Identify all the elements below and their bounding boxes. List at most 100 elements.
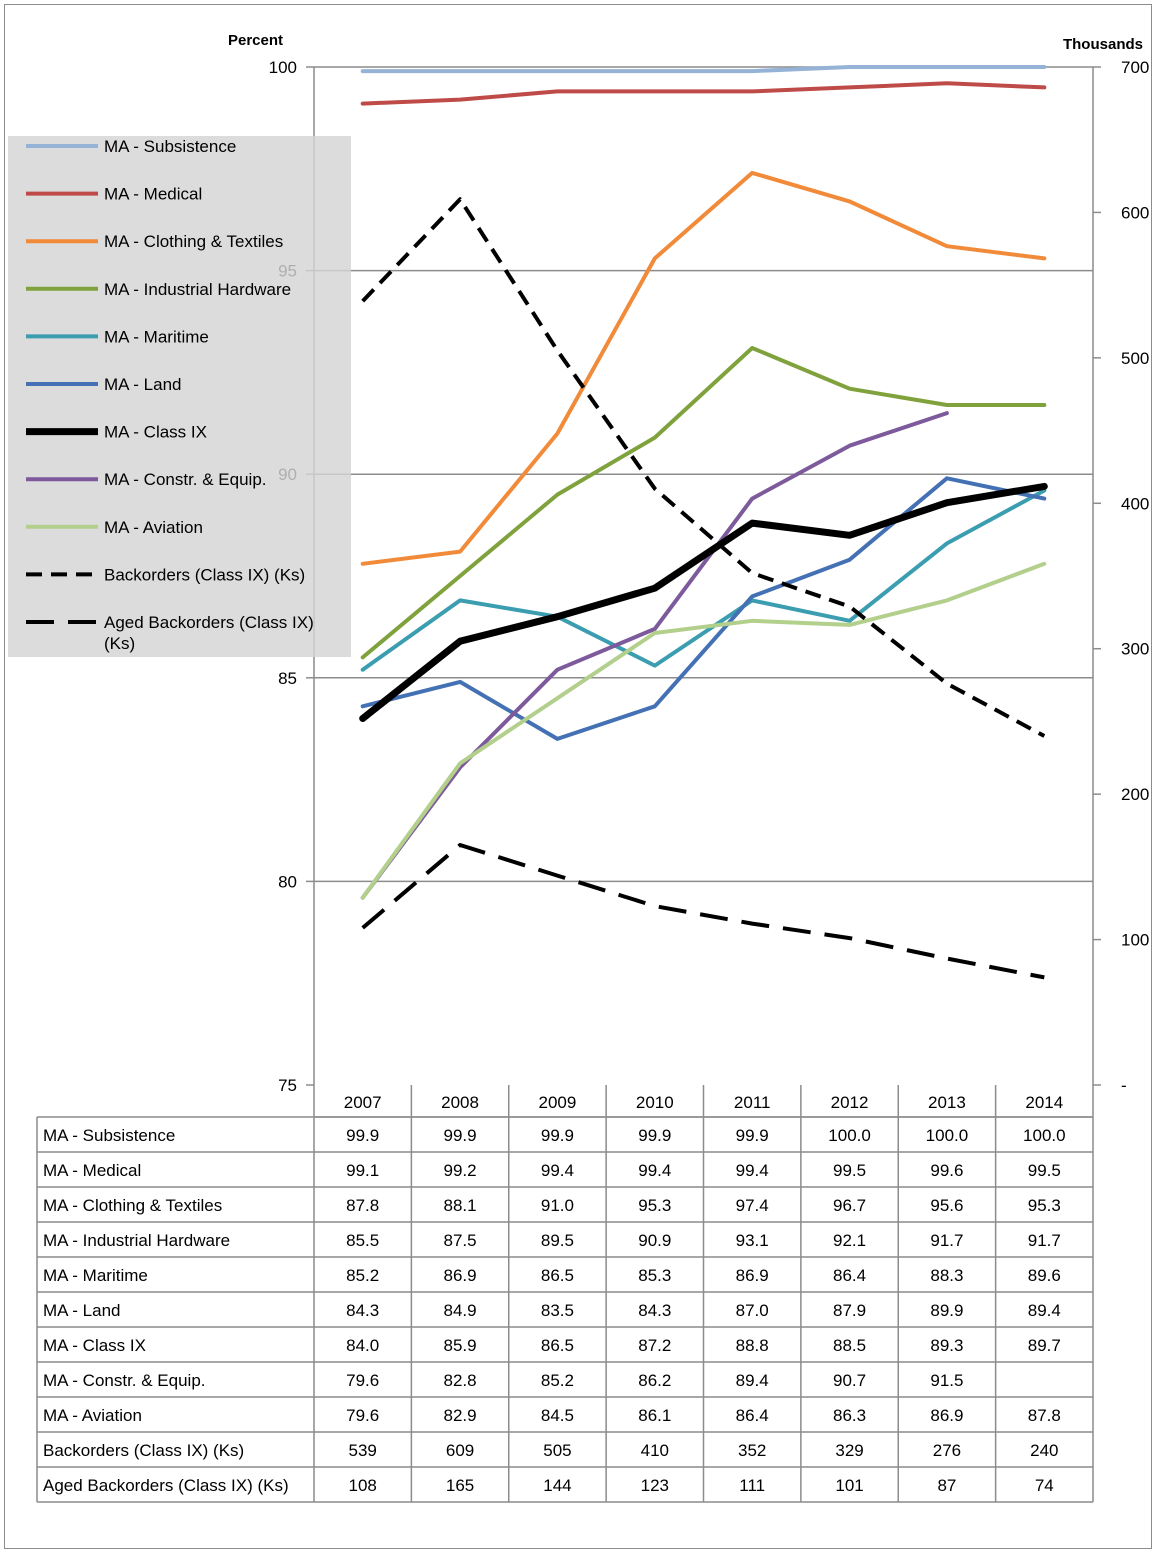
- table-cell-ma-medical-2013: 99.6: [930, 1161, 963, 1180]
- table-cell-ma-industrial-hardware-2009: 89.5: [541, 1231, 574, 1250]
- table-cell-ma-aviation-2009: 84.5: [541, 1406, 574, 1425]
- series-line-ma-class-ix: [359, 482, 1048, 722]
- table-cell-ma-clothing-textiles-2010: 95.3: [638, 1196, 671, 1215]
- table-row-label-ma-subsistence: MA - Subsistence: [43, 1126, 175, 1145]
- table-header-2012: 2012: [831, 1093, 869, 1112]
- table-cell-ma-clothing-textiles-2008: 88.1: [444, 1196, 477, 1215]
- table-cell-ma-industrial-hardware-2011: 93.1: [736, 1231, 769, 1250]
- series-line-aged-backorders-class-ix-ks: [361, 843, 1045, 980]
- table-cell-aged-backorders-class-ix-ks-2011: 111: [739, 1476, 765, 1495]
- chart-frame: [4, 4, 1152, 1549]
- table-cell-ma-clothing-textiles-2013: 95.6: [930, 1196, 963, 1215]
- table-cell-ma-maritime-2007: 85.2: [346, 1266, 379, 1285]
- table-cell-ma-clothing-textiles-2011: 97.4: [736, 1196, 769, 1215]
- table-row-label-ma-medical: MA - Medical: [43, 1161, 141, 1180]
- series-line-ma-subsistence: [360, 65, 1047, 74]
- left-axis-title: Percent: [228, 32, 283, 49]
- table-row-label-ma-class-ix: MA - Class IX: [43, 1336, 146, 1355]
- table-cell-aged-backorders-class-ix-ks-2009: 144: [543, 1476, 571, 1495]
- table-cell-ma-medical-2009: 99.4: [541, 1161, 574, 1180]
- table-cell-aged-backorders-class-ix-ks-2013: 87: [937, 1476, 956, 1495]
- right-axis-title: Thousands: [1063, 36, 1143, 53]
- table-cell-ma-medical-2010: 99.4: [638, 1161, 671, 1180]
- legend-label-ma-medical: MA - Medical: [104, 185, 202, 204]
- table-cell-ma-class-ix-2011: 88.8: [736, 1336, 769, 1355]
- table-cell-ma-constr-equip-2010: 86.2: [638, 1371, 671, 1390]
- table-cell-ma-class-ix-2009: 86.5: [541, 1336, 574, 1355]
- legend-label-ma-industrial-hardware: MA - Industrial Hardware: [104, 280, 291, 299]
- table-header-2014: 2014: [1025, 1093, 1063, 1112]
- table-cell-ma-subsistence-2008: 99.9: [444, 1126, 477, 1145]
- table-row-label-ma-industrial-hardware: MA - Industrial Hardware: [43, 1231, 230, 1250]
- legend-label-ma-constr-equip: MA - Constr. & Equip.: [104, 470, 267, 489]
- table-cell-aged-backorders-class-ix-ks-2012: 101: [835, 1476, 863, 1495]
- table-cell-ma-land-2008: 84.9: [444, 1301, 477, 1320]
- table-cell-ma-medical-2007: 99.1: [346, 1161, 379, 1180]
- table-cell-ma-aviation-2011: 86.4: [736, 1406, 769, 1425]
- table-cell-ma-maritime-2012: 86.4: [833, 1266, 866, 1285]
- table-cell-ma-class-ix-2008: 85.9: [444, 1336, 477, 1355]
- table-cell-ma-maritime-2013: 88.3: [930, 1266, 963, 1285]
- table-cell-ma-industrial-hardware-2010: 90.9: [638, 1231, 671, 1250]
- table-cell-ma-industrial-hardware-2014: 91.7: [1028, 1231, 1061, 1250]
- table-cell-ma-aviation-2008: 82.9: [444, 1406, 477, 1425]
- table-header-2009: 2009: [539, 1093, 577, 1112]
- table-cell-ma-subsistence-2010: 99.9: [638, 1126, 671, 1145]
- table-cell-aged-backorders-class-ix-ks-2008: 165: [446, 1476, 474, 1495]
- table-cell-ma-clothing-textiles-2007: 87.8: [346, 1196, 379, 1215]
- table-cell-ma-class-ix-2013: 89.3: [930, 1336, 963, 1355]
- table-cell-backorders-class-ix-ks-2009: 505: [543, 1441, 571, 1460]
- table-header-2011: 2011: [734, 1093, 771, 1112]
- table-cell-backorders-class-ix-ks-2013: 276: [933, 1441, 961, 1460]
- right-tick-label-6: 600: [1121, 203, 1149, 222]
- table-cell-ma-land-2012: 87.9: [833, 1301, 866, 1320]
- series-line-backorders-class-ix-ks: [361, 197, 1046, 738]
- table-row-label-ma-constr-equip: MA - Constr. & Equip.: [43, 1371, 206, 1390]
- table-cell-ma-class-ix-2012: 88.5: [833, 1336, 866, 1355]
- series-line-ma-land: [360, 476, 1047, 741]
- right-tick-label-5: 500: [1121, 349, 1149, 368]
- right-tick-label-3: 300: [1121, 640, 1149, 659]
- table-cell-ma-subsistence-2014: 100.0: [1023, 1126, 1066, 1145]
- table-header-2013: 2013: [928, 1093, 966, 1112]
- table-cell-ma-aviation-2012: 86.3: [833, 1406, 866, 1425]
- table-cell-aged-backorders-class-ix-ks-2010: 123: [641, 1476, 669, 1495]
- table-cell-ma-maritime-2011: 86.9: [736, 1266, 769, 1285]
- left-tick-label-100: 100: [269, 58, 297, 77]
- series-lines: [359, 65, 1048, 980]
- series-line-ma-medical: [360, 81, 1047, 106]
- series-line-ma-constr-equip: [360, 411, 949, 900]
- table-cell-ma-industrial-hardware-2008: 87.5: [444, 1231, 477, 1250]
- legend-label-ma-land: MA - Land: [104, 375, 182, 394]
- table-cell-backorders-class-ix-ks-2011: 352: [738, 1441, 766, 1460]
- table-header-2008: 2008: [441, 1093, 479, 1112]
- table-cell-ma-subsistence-2007: 99.9: [346, 1126, 379, 1145]
- table-cell-ma-subsistence-2013: 100.0: [926, 1126, 969, 1145]
- left-tick-label-75: 75: [278, 1076, 297, 1095]
- table-cell-aged-backorders-class-ix-ks-2007: 108: [349, 1476, 377, 1495]
- table-header-2010: 2010: [636, 1093, 674, 1112]
- table-cell-ma-land-2007: 84.3: [346, 1301, 379, 1320]
- table-cell-ma-land-2010: 84.3: [638, 1301, 671, 1320]
- table-cell-backorders-class-ix-ks-2008: 609: [446, 1441, 474, 1460]
- table-row-label-ma-clothing-textiles: MA - Clothing & Textiles: [43, 1196, 222, 1215]
- legend-label-backorders-class-ix-ks: Backorders (Class IX) (Ks): [104, 565, 305, 584]
- legend-label-ma-maritime: MA - Maritime: [104, 327, 209, 346]
- legend-label-ma-class-ix: MA - Class IX: [104, 423, 207, 442]
- table-cell-ma-clothing-textiles-2014: 95.3: [1028, 1196, 1061, 1215]
- legend-box: [8, 136, 351, 657]
- table-header-2007: 2007: [344, 1093, 382, 1112]
- table-row-label-aged-backorders-class-ix-ks: Aged Backorders (Class IX) (Ks): [43, 1476, 289, 1495]
- table-cell-ma-subsistence-2012: 100.0: [828, 1126, 871, 1145]
- table-cell-backorders-class-ix-ks-2010: 410: [641, 1441, 669, 1460]
- table-cell-ma-medical-2008: 99.2: [444, 1161, 477, 1180]
- table-cell-ma-maritime-2014: 89.6: [1028, 1266, 1061, 1285]
- table-cell-ma-constr-equip-2007: 79.6: [346, 1371, 379, 1390]
- table-cell-ma-land-2013: 89.9: [930, 1301, 963, 1320]
- table-cell-ma-medical-2014: 99.5: [1028, 1161, 1061, 1180]
- data-table: 2007 2008 2009 2010 2011 2012 2013 2014 MA - Sub…: [36, 1085, 1094, 1503]
- table-cell-ma-medical-2012: 99.5: [833, 1161, 866, 1180]
- legend-label-ma-clothing-textiles: MA - Clothing & Textiles: [104, 232, 283, 251]
- series-line-ma-maritime: [360, 488, 1047, 672]
